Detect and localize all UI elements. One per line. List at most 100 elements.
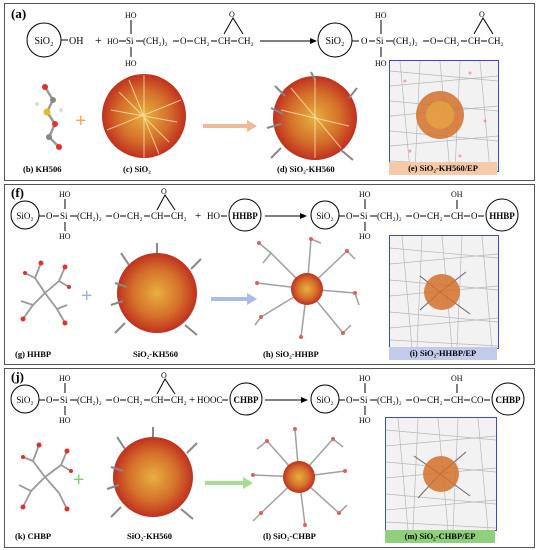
caption-kh506: (b) KH506 bbox=[23, 164, 62, 174]
caption-sio2-hhbp: (h) SiO₂-HHBP bbox=[263, 349, 319, 359]
svg-text:CHBP: CHBP bbox=[233, 395, 259, 405]
svg-text:HO: HO bbox=[59, 190, 71, 199]
svg-text:O: O bbox=[413, 211, 420, 221]
plus-icon: + bbox=[73, 469, 85, 491]
svg-text:HO: HO bbox=[359, 374, 371, 383]
reaction-arrow bbox=[205, 477, 253, 489]
svg-text:O: O bbox=[413, 395, 420, 405]
svg-text:HO: HO bbox=[375, 11, 387, 20]
caption-chbp: (k) CHBP bbox=[15, 531, 52, 541]
kh506-molecule bbox=[35, 84, 63, 150]
svg-text:+: + bbox=[195, 210, 201, 222]
svg-text:CH: CH bbox=[151, 395, 164, 405]
reaction-arrow bbox=[203, 120, 257, 132]
svg-text:OH: OH bbox=[451, 190, 463, 199]
sio2-chbp-particle bbox=[251, 427, 348, 527]
svg-text:CH: CH bbox=[468, 36, 481, 46]
caption-sio2: (c) SiO₂ bbox=[123, 164, 151, 174]
svg-text:CH₂: CH₂ bbox=[427, 211, 443, 221]
svg-text:CH₂: CH₂ bbox=[427, 395, 443, 405]
caption-hhbp: (g) HHBP bbox=[15, 349, 52, 359]
panel-a: (a) SiO₂ OH + HO HO Si HO (CH₂)₂ O CH₂ C… bbox=[4, 3, 535, 181]
svg-text:Si: Si bbox=[126, 36, 134, 46]
svg-text:CH₂: CH₂ bbox=[127, 211, 143, 221]
reaction-arrow bbox=[211, 293, 257, 305]
svg-text:O: O bbox=[46, 211, 53, 221]
svg-text:Si: Si bbox=[60, 211, 68, 221]
svg-text:(CH₂)₂: (CH₂)₂ bbox=[393, 36, 418, 46]
panel-j: (j) SiO₂ O HO Si HO (CH₂)₂ O CH₂ CH CH₂ … bbox=[4, 368, 535, 548]
caption-sio2-kh560-ep: (e) SiO₂-KH560/EP bbox=[389, 162, 497, 175]
svg-text:CH: CH bbox=[451, 211, 464, 221]
svg-text:CH: CH bbox=[151, 211, 164, 221]
svg-text:O: O bbox=[113, 395, 120, 405]
svg-text:HHBP: HHBP bbox=[232, 211, 258, 221]
svg-text:CH: CH bbox=[218, 36, 231, 46]
svg-text:CO: CO bbox=[471, 395, 484, 405]
svg-text:+: + bbox=[189, 394, 195, 406]
svg-text:SiO₂: SiO₂ bbox=[16, 211, 33, 221]
svg-text:O: O bbox=[361, 36, 368, 46]
panel-f: (f) SiO₂ O HO Si HO (CH₂)₂ O CH₂ CH CH₂ … bbox=[4, 184, 535, 365]
svg-text:SiO₂: SiO₂ bbox=[316, 395, 333, 405]
hhbp-molecule bbox=[20, 260, 71, 326]
svg-text:HHBP: HHBP bbox=[489, 211, 515, 221]
svg-text:CH₂: CH₂ bbox=[488, 36, 504, 46]
svg-text:O: O bbox=[479, 10, 485, 19]
svg-text:HOOC: HOOC bbox=[197, 395, 223, 405]
svg-text:O: O bbox=[430, 36, 437, 46]
svg-text:O: O bbox=[346, 211, 353, 221]
svg-text:CH₂: CH₂ bbox=[171, 211, 187, 221]
caption-sio2-kh560: SiO₂-KH560 bbox=[133, 349, 179, 359]
svg-text:(CH₂)₂: (CH₂)₂ bbox=[377, 211, 402, 221]
svg-text:CH₂: CH₂ bbox=[171, 395, 187, 405]
svg-text:Si: Si bbox=[60, 395, 68, 405]
oh-label: OH bbox=[69, 36, 83, 47]
sio2-kh560-particle bbox=[266, 71, 358, 161]
svg-text:HO: HO bbox=[359, 190, 371, 199]
panel-label: (a) bbox=[11, 6, 27, 21]
reaction-equation-a: SiO₂ OH + HO HO Si HO (CH₂)₂ O CH₂ CH CH… bbox=[26, 10, 504, 68]
svg-text:O: O bbox=[113, 211, 120, 221]
caption-sio2-hhbp-ep: (i) SiO₂-HHBP/EP bbox=[389, 347, 497, 360]
panel-label: (f) bbox=[11, 185, 24, 200]
svg-text:SiO₂: SiO₂ bbox=[316, 211, 333, 221]
svg-text:SiO₂: SiO₂ bbox=[325, 36, 344, 47]
reaction-equation-f: SiO₂ O HO Si HO (CH₂)₂ O CH₂ CH CH₂ O + … bbox=[10, 187, 519, 241]
sio2-chbp-ep-system bbox=[385, 417, 497, 531]
caption-sio2-chbp: (l) SiO₂-CHBP bbox=[263, 531, 316, 541]
svg-text:(CH₂)₂: (CH₂)₂ bbox=[143, 36, 168, 46]
svg-text:O: O bbox=[180, 36, 187, 46]
caption-sio2-chbp-ep: (m) SiO₂-CHBP/EP bbox=[385, 530, 495, 543]
svg-text:HO: HO bbox=[125, 59, 137, 68]
svg-text:O: O bbox=[161, 187, 167, 196]
sio2-label: SiO₂ bbox=[34, 36, 53, 47]
svg-text:O: O bbox=[346, 395, 353, 405]
chbp-molecule bbox=[18, 442, 73, 512]
svg-text:Si: Si bbox=[360, 395, 368, 405]
panel-label: (j) bbox=[11, 369, 24, 384]
svg-text:HO: HO bbox=[359, 232, 371, 241]
svg-text:Si: Si bbox=[360, 211, 368, 221]
svg-text:O: O bbox=[471, 211, 478, 221]
svg-text:CH₂: CH₂ bbox=[127, 395, 143, 405]
sio2-kh560-particle bbox=[106, 427, 198, 520]
svg-text:CH: CH bbox=[451, 395, 464, 405]
sio2-hhbp-particle bbox=[254, 237, 360, 339]
svg-text:Si: Si bbox=[376, 36, 384, 46]
plus-icon: + bbox=[75, 110, 87, 132]
svg-text:CH₂: CH₂ bbox=[444, 36, 460, 46]
plus-sign: + bbox=[95, 33, 102, 47]
svg-text:CH₂: CH₂ bbox=[194, 36, 210, 46]
svg-text:(CH₂)₂: (CH₂)₂ bbox=[77, 211, 102, 221]
svg-text:(CH₂)₂: (CH₂)₂ bbox=[77, 395, 102, 405]
caption-sio2-kh560: SiO₂-KH560 bbox=[127, 531, 173, 541]
svg-text:HO: HO bbox=[375, 59, 387, 68]
caption-sio2-kh560: (d) SiO₂-KH560 bbox=[277, 164, 335, 174]
svg-text:HO: HO bbox=[59, 416, 71, 425]
sio2-nanoparticle bbox=[102, 74, 186, 158]
sio2-kh560-ep-system bbox=[389, 60, 499, 172]
svg-text:HO: HO bbox=[359, 416, 371, 425]
svg-text:HO: HO bbox=[59, 232, 71, 241]
svg-text:(CH₂)₂: (CH₂)₂ bbox=[377, 395, 402, 405]
